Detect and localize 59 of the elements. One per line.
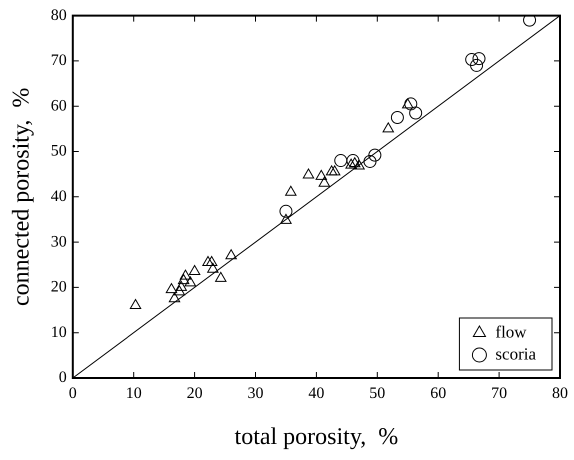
x-tick-label: 70 [491, 384, 508, 402]
point [345, 158, 357, 169]
x-tick-label: 40 [308, 384, 324, 402]
y-tick-label: 70 [50, 52, 67, 70]
point [188, 265, 200, 276]
y-axis-title: connected porosity, % [8, 88, 35, 306]
y-tick-label: 20 [50, 278, 67, 296]
y-tick-label: 50 [50, 142, 67, 160]
point [390, 111, 404, 124]
point [404, 97, 418, 110]
point [202, 256, 214, 266]
point [328, 165, 340, 176]
point [523, 16, 536, 27]
point [472, 52, 486, 66]
point [168, 292, 180, 302]
x-tick-label: 80 [552, 384, 568, 402]
point [346, 154, 360, 168]
point [316, 170, 327, 180]
x-tick-label: 20 [186, 384, 203, 402]
y-tick-label: 40 [50, 188, 67, 206]
point [215, 272, 226, 282]
x-axis-title: total porosity, % [234, 424, 398, 450]
point [302, 168, 314, 179]
point [206, 256, 218, 266]
legend-label: scoria [495, 344, 536, 364]
point [207, 262, 219, 273]
point [382, 122, 394, 132]
point [176, 280, 187, 291]
x-tick-label: 50 [369, 384, 386, 402]
point [166, 283, 178, 294]
point [409, 106, 422, 120]
point [184, 276, 196, 286]
point [368, 148, 382, 162]
point [280, 214, 292, 224]
point [180, 270, 192, 280]
point [470, 58, 484, 72]
point [174, 285, 186, 296]
x-tick-label: 60 [430, 384, 446, 402]
y-tick-label: 0 [58, 369, 67, 386]
legend-label: flow [495, 322, 528, 342]
y-tick-label: 60 [50, 97, 67, 114]
point [465, 53, 478, 66]
point [285, 186, 297, 196]
point [334, 154, 348, 168]
x-tick-label: 10 [126, 384, 142, 402]
x-tick-label: 30 [248, 384, 264, 402]
point [349, 157, 360, 168]
y-tick-label: 80 [50, 6, 67, 24]
point [130, 299, 142, 310]
y-tick-label: 10 [50, 324, 67, 341]
point [318, 176, 330, 187]
point [326, 165, 338, 176]
y-tick-label: 30 [50, 233, 67, 250]
point [279, 204, 292, 218]
point [353, 159, 365, 170]
point [402, 98, 414, 108]
point [225, 249, 237, 260]
point [178, 274, 190, 284]
point [363, 154, 376, 168]
